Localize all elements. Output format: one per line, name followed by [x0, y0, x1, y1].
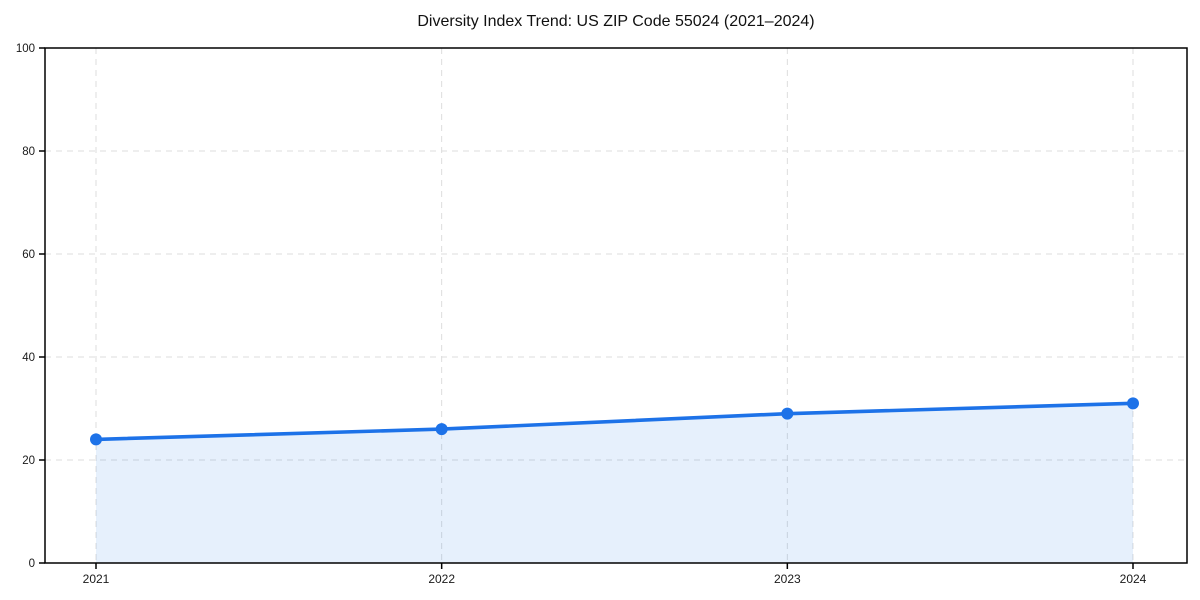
y-tick-label: 20 — [22, 455, 35, 467]
x-tick-label: 2022 — [428, 572, 455, 586]
y-tick-label: 80 — [22, 146, 35, 158]
y-tick-label: 100 — [16, 43, 35, 55]
plot-border — [44, 47, 1188, 564]
x-tick-label: 2023 — [774, 572, 801, 586]
data-point-2023 — [781, 407, 794, 420]
area-fill — [96, 403, 1133, 563]
data-point-2021 — [90, 433, 102, 446]
x-tick-label: 2024 — [1120, 572, 1147, 586]
chart-title: Diversity Index Trend: US ZIP Code 55024… — [417, 13, 815, 30]
data-point-2022 — [435, 423, 448, 436]
y-tick-label: 40 — [22, 352, 35, 364]
trend-line — [94, 401, 1135, 442]
y-tick-label: 0 — [29, 558, 35, 570]
data-point-2024 — [1127, 397, 1139, 410]
y-tick-label: 60 — [22, 249, 35, 261]
x-tick-label: 2021 — [83, 572, 110, 586]
